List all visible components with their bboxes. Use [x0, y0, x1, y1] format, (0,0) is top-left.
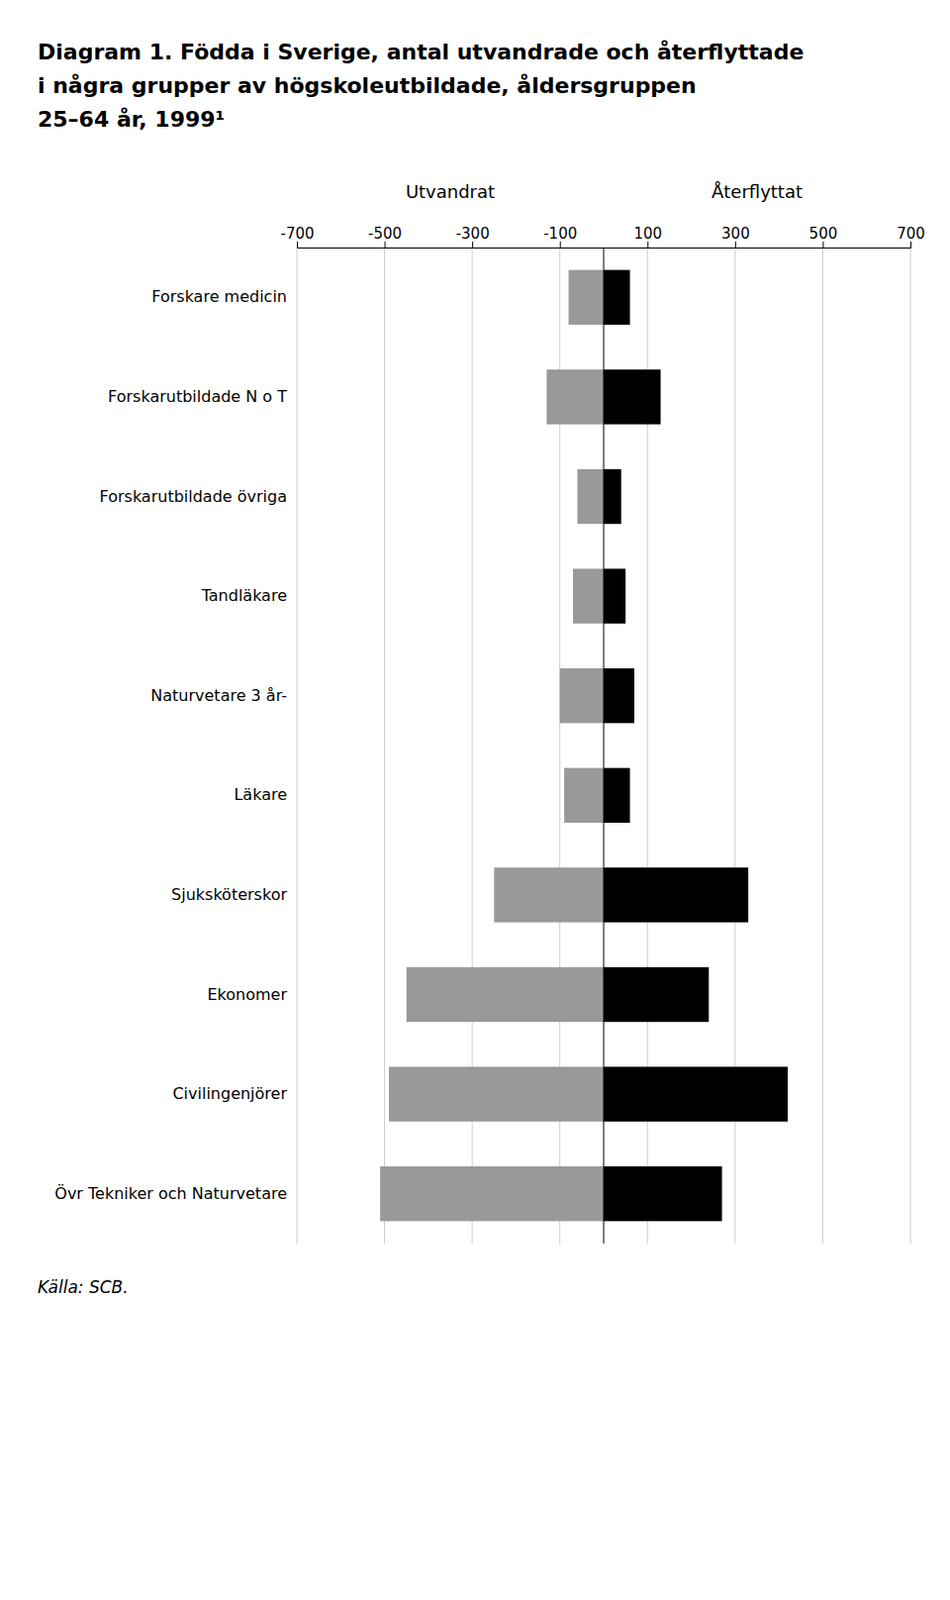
tick: Civilingenjörer — [172, 1083, 287, 1103]
title: i några grupper av högskoleutbildade, ål… — [37, 73, 697, 98]
tick-label: 700 — [896, 224, 926, 243]
tick-label: -500 — [368, 224, 402, 243]
tick: Naturvetare 3 år- — [150, 685, 287, 705]
bar — [560, 667, 604, 723]
grid-line — [296, 247, 298, 1243]
bar — [603, 1165, 723, 1221]
bar — [603, 469, 622, 524]
tick-label: 300 — [721, 224, 751, 243]
tick: Ekonomer — [206, 984, 287, 1004]
bar — [546, 369, 604, 424]
source: Källa: SCB. — [37, 1276, 129, 1297]
tick: -700 — [280, 224, 314, 248]
grid — [296, 247, 911, 1243]
plot: -700 -500 -300 -100 100 300 500 700 Forskare med… — [54, 181, 926, 1243]
bar — [603, 270, 631, 325]
bar — [603, 369, 662, 424]
category-label: Naturvetare 3 år- — [150, 685, 287, 705]
x-axis: -700 -500 -300 -100 100 300 500 700 — [280, 224, 925, 249]
bar — [603, 866, 749, 922]
chart: Diagram 1. Födda i Sverige, antal utvand… — [0, 0, 950, 1600]
tick: Forskarutbildade N o T — [107, 386, 287, 406]
title: 25–64 år, 1999¹ — [37, 106, 225, 132]
tick: Forskarutbildade övriga — [99, 486, 287, 506]
tick: 700 — [896, 224, 926, 248]
bar — [603, 966, 709, 1022]
tick: Sjuksköterskor — [171, 884, 287, 904]
bar — [569, 270, 604, 325]
tick-label: 100 — [633, 224, 663, 243]
tick-label: 500 — [809, 224, 839, 243]
tick: 500 — [809, 224, 839, 248]
tick-label: -700 — [280, 224, 314, 243]
tick: -500 — [368, 224, 402, 248]
category-label: Forskarutbildade N o T — [107, 386, 287, 406]
tick: Läkare — [233, 784, 287, 804]
series-label: Återflyttat — [711, 181, 803, 202]
bar — [564, 767, 604, 823]
bar — [603, 767, 631, 823]
grid-line — [383, 247, 385, 1243]
bar — [603, 1065, 788, 1121]
zero-line — [603, 247, 605, 1243]
category-label: Forskare medicin — [151, 286, 287, 306]
tick: -300 — [456, 224, 490, 248]
grid-line — [910, 247, 912, 1243]
tick-label: -100 — [543, 224, 577, 243]
bars — [380, 270, 788, 1222]
tick: Tandläkare — [200, 585, 287, 605]
series-label: Utvandrat — [405, 181, 495, 202]
tick: -100 — [543, 224, 577, 248]
tick: 300 — [721, 224, 751, 248]
bar — [388, 1065, 604, 1121]
category-label: Övr Tekniker och Naturvetare — [54, 1183, 287, 1203]
tick-label: -300 — [456, 224, 490, 243]
bar — [380, 1165, 604, 1221]
y-axis: Forskare medicin Forskarutbildade N o T Fo… — [54, 286, 287, 1202]
bar — [603, 667, 635, 723]
tick: Övr Tekniker och Naturvetare — [54, 1183, 287, 1203]
category-label: Tandläkare — [200, 585, 287, 605]
bar — [572, 568, 604, 623]
bar — [406, 966, 604, 1022]
category-label: Sjuksköterskor — [171, 884, 287, 904]
category-label: Forskarutbildade övriga — [99, 486, 287, 506]
tick: Forskare medicin — [151, 286, 287, 306]
title: Diagram 1. Födda i Sverige, antal utvand… — [37, 39, 804, 65]
bar — [603, 568, 626, 623]
category-label: Läkare — [233, 784, 287, 804]
grid-line — [822, 247, 824, 1243]
bar — [576, 469, 604, 524]
bar — [493, 866, 604, 922]
tick: 100 — [633, 224, 663, 248]
category-label: Civilingenjörer — [172, 1083, 287, 1103]
category-label: Ekonomer — [206, 984, 287, 1004]
